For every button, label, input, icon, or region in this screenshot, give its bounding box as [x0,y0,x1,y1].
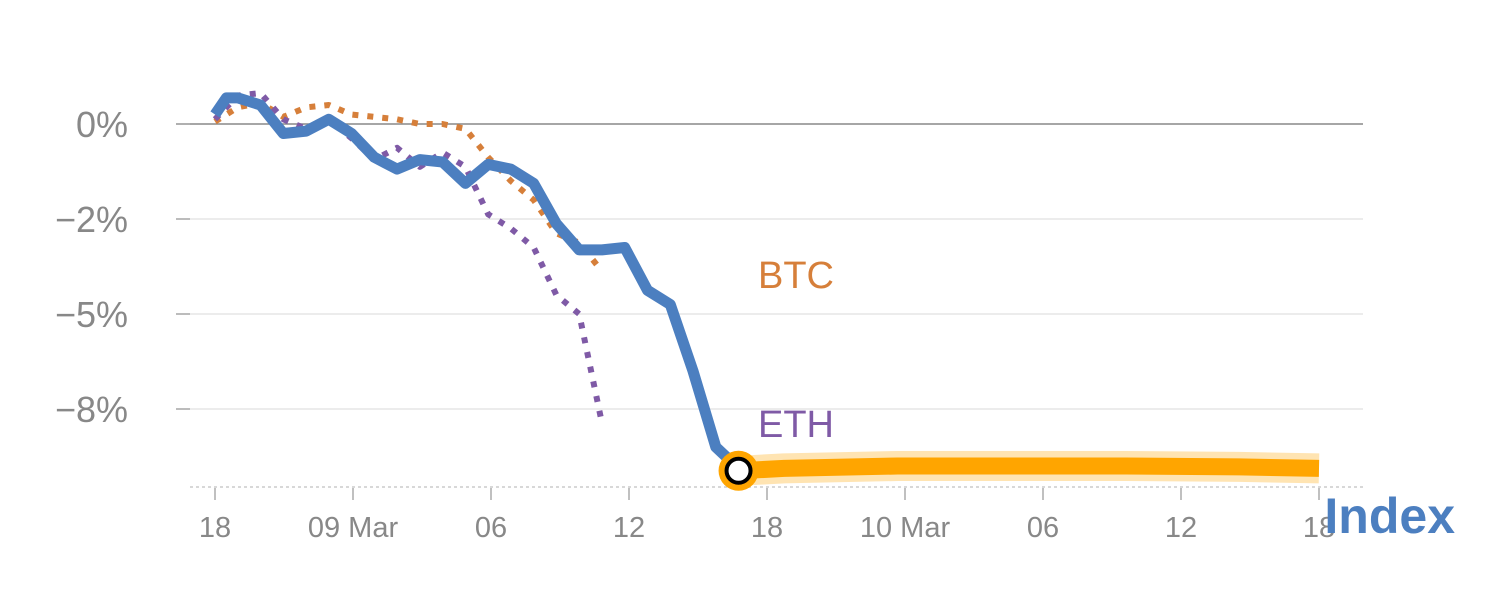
series-label-eth: ETH [758,404,834,446]
current-point-marker [724,456,753,485]
y-axis-ticks: 0% −2% −5% −8% [55,104,128,430]
x-tick-label: 18 [751,512,783,544]
x-tick-label: 10 Mar [860,512,951,544]
x-tick-label: 12 [613,512,645,544]
series-line-index [210,92,743,473]
x-tick-label: 06 [1027,512,1059,544]
series-label-index: Index [1324,488,1455,544]
x-axis-ticks: 18 09 Mar 06 12 18 10 Mar 06 12 18 [199,488,1335,544]
series-labels: BTC ETH Index [758,255,1455,544]
x-tick-label: 09 Mar [308,512,399,544]
y-tick-label: 0% [76,104,128,145]
projection-line [738,457,1320,480]
x-tick-label: 18 [199,512,231,544]
series-lines [210,90,1320,491]
x-tick-label: 18 [1303,512,1335,544]
grid [176,123,1363,488]
y-tick-label: −2% [55,199,128,240]
y-tick-label: −5% [55,294,128,335]
series-line-eth [212,90,605,424]
x-tick-label: 12 [1165,512,1197,544]
x-tick-label: 06 [475,512,507,544]
y-tick-label: −8% [55,389,128,430]
series-label-btc: BTC [758,255,834,297]
